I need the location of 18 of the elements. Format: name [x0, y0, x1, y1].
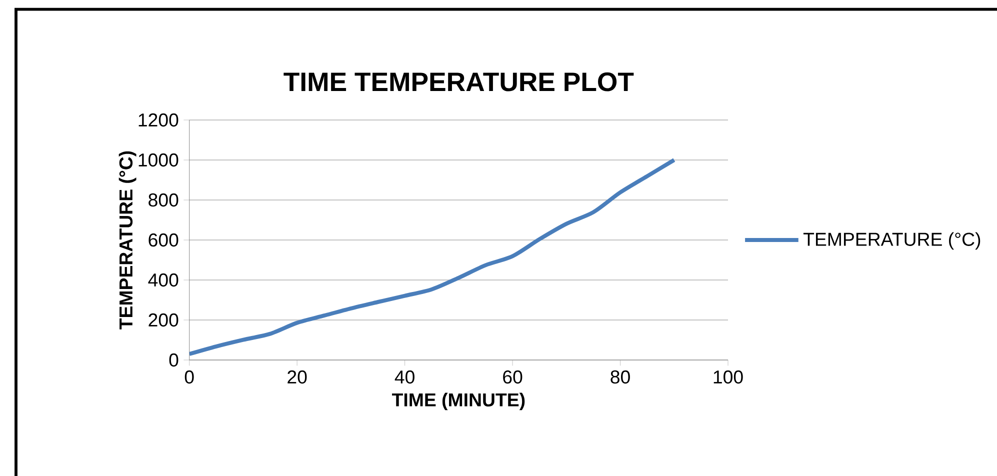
y-tick-label: 800: [148, 193, 178, 207]
x-tick-label: 60: [503, 370, 522, 384]
chart-title: TIME TEMPERATURE PLOT: [284, 72, 634, 92]
y-tick-label: 1200: [138, 113, 178, 127]
line-series: [189, 158, 676, 356]
legend-label: TEMPERATURE (°C): [803, 232, 980, 250]
y-tick-label: 0: [169, 353, 178, 367]
x-tick-label: 0: [184, 370, 194, 384]
x-axis-title: TIME (MINUTE): [392, 392, 525, 410]
x-tick-label: 20: [288, 370, 307, 384]
y-axis-title: TEMPERATURE (°C): [118, 151, 136, 330]
y-tick-label: 1000: [138, 153, 178, 167]
y-tick-label: 600: [148, 233, 178, 247]
x-tick-label: 80: [610, 370, 630, 384]
y-tick-label: 200: [148, 313, 178, 327]
x-tick-label: 100: [714, 370, 743, 384]
y-tick-label: 400: [148, 273, 178, 287]
x-tick-label: 40: [394, 370, 414, 384]
